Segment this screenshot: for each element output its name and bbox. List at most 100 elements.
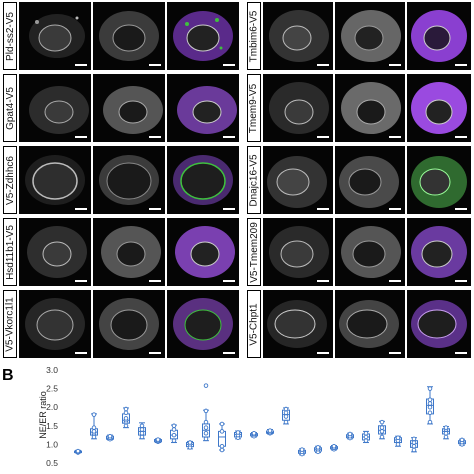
row-label-left-3: V5-Zdhhc6: [3, 146, 17, 214]
row-label-text: Tmem9-V5: [248, 83, 260, 133]
data-point: [363, 430, 369, 436]
cell-image: [99, 298, 159, 350]
micrograph-tile: [93, 146, 165, 214]
data-point: [411, 436, 417, 442]
cell-image: [411, 226, 467, 278]
micrograph-tile: [263, 74, 333, 142]
box-group: [362, 430, 370, 444]
data-point: [155, 437, 161, 442]
box-group: [282, 406, 290, 425]
cell-image: [267, 300, 327, 348]
data-point: [171, 438, 177, 443]
data-point: [123, 410, 129, 416]
row-label-left-2: Gpat4-V5: [3, 74, 17, 142]
cell-image: [411, 82, 467, 134]
box-group: [378, 419, 386, 440]
boxplot-series: [74, 383, 466, 457]
data-point: [443, 425, 449, 430]
cell-image: [411, 300, 467, 348]
data-point: [379, 419, 385, 425]
data-point: [427, 397, 433, 403]
box-group: [330, 444, 338, 452]
box-group: [442, 425, 450, 440]
data-point: [171, 427, 177, 432]
data-point: [443, 434, 449, 440]
cell-image: [411, 156, 467, 208]
micrograph-tile: [167, 290, 239, 358]
micrograph-tile: [167, 218, 239, 286]
box-group: [314, 445, 322, 455]
micrograph-tile: [19, 74, 91, 142]
cell-image: [29, 86, 89, 134]
micrograph-tile: [167, 74, 239, 142]
box-group: [458, 437, 466, 447]
micrograph-tile: [167, 146, 239, 214]
micrograph-tile: [19, 218, 91, 286]
data-point: [123, 416, 129, 421]
cell-image: [341, 226, 401, 278]
box-group: [154, 437, 162, 445]
data-point: [91, 425, 97, 430]
data-point: [395, 435, 401, 440]
row-label-right-3: Dnajc16-V5: [247, 146, 261, 214]
row-label-right-4: V5-Tmem209: [247, 218, 261, 286]
row-label-text: V5-Zdhhc6: [4, 155, 16, 205]
row-label-right-5: V5-Chpt1: [247, 290, 261, 358]
micrograph-tile: [167, 2, 239, 70]
micrograph-tile: [93, 290, 165, 358]
micrograph-tile: [19, 2, 91, 70]
data-point: [267, 428, 273, 433]
row-label-text: Dnajc16-V5: [248, 153, 260, 207]
data-point: [427, 410, 433, 416]
micrograph-tile: [407, 146, 471, 214]
data-point: [395, 442, 401, 447]
ne-er-ratio-boxplot: NE/ER ratio 3.0 2.5 2.0 1.5 1.0 0.5: [38, 365, 466, 468]
data-point: [411, 440, 417, 445]
data-point: [235, 430, 241, 435]
data-point: [187, 440, 193, 445]
y-axis-title: NE/ER ratio: [38, 391, 48, 439]
row-label-text: Gpat4-V5: [4, 86, 16, 130]
data-point: [427, 404, 433, 410]
y-tick-label: 2.5: [46, 384, 58, 394]
cell-image: [177, 86, 237, 134]
data-point: [171, 432, 177, 438]
y-tick-label: 0.5: [46, 458, 58, 468]
data-point: [139, 423, 145, 429]
row-label-right-1: Tmbim6-V5: [247, 2, 261, 70]
data-point: [299, 447, 305, 452]
data-point: [443, 430, 449, 436]
cell-image: [173, 155, 233, 205]
row-label-text: V5-Vkorc1l1: [4, 296, 16, 352]
data-point: [315, 445, 321, 450]
data-point: [203, 408, 209, 414]
data-point: [379, 425, 385, 430]
box-group: [186, 440, 194, 450]
micrograph-tile: [335, 218, 405, 286]
data-point: [219, 447, 225, 453]
cell-image: [25, 155, 85, 205]
data-point: [427, 386, 433, 391]
cell-image: [173, 11, 233, 61]
data-point: [75, 448, 81, 454]
data-point: [123, 406, 129, 412]
cell-image: [29, 14, 85, 58]
box-group: [234, 430, 242, 440]
cell-image: [99, 11, 159, 61]
micrograph-tile: [263, 218, 333, 286]
micrograph-tile: [407, 74, 471, 142]
row-label-left-1: Pld-ss2-V5: [3, 2, 17, 70]
data-point: [203, 436, 209, 442]
micrograph-tile: [335, 2, 405, 70]
micrograph-tile: [19, 146, 91, 214]
box-group: [122, 406, 130, 429]
cell-image: [25, 298, 85, 350]
cell-image: [99, 155, 159, 205]
data-point: [427, 401, 433, 406]
box-group: [106, 433, 114, 442]
data-point: [91, 434, 97, 440]
data-point: [427, 419, 433, 425]
data-point: [91, 412, 97, 417]
box-group: [298, 447, 306, 457]
row-label-right-2: Tmem9-V5: [247, 74, 261, 142]
